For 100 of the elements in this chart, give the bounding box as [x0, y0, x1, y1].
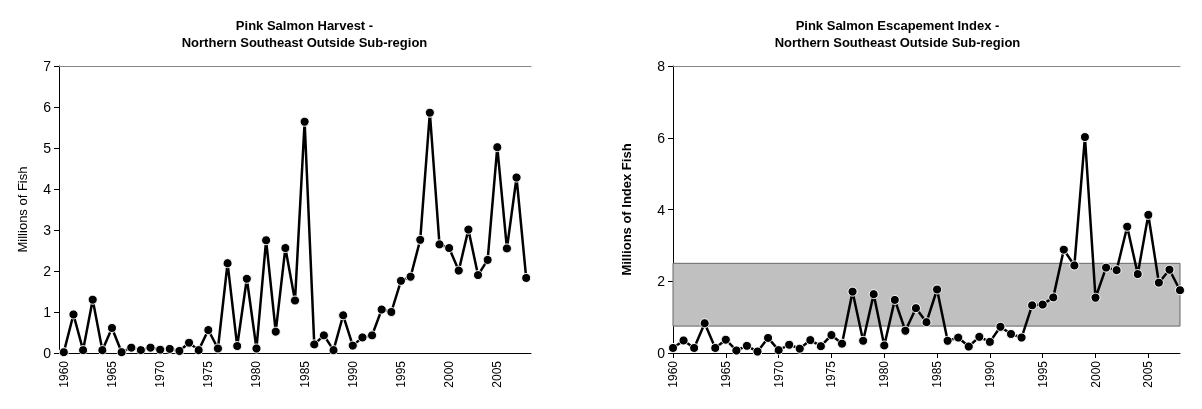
point	[879, 340, 890, 351]
point	[444, 243, 455, 254]
point	[106, 322, 117, 333]
point	[868, 289, 879, 300]
point	[1016, 332, 1027, 343]
y-tick-label: 2	[657, 273, 666, 290]
point	[405, 271, 416, 282]
point	[710, 342, 721, 353]
y-axis-title: Millions of Fish	[15, 166, 30, 253]
point	[78, 345, 89, 356]
point	[367, 330, 378, 341]
point	[900, 325, 911, 336]
x-tick-label: 1995	[393, 360, 408, 388]
point	[424, 107, 435, 118]
x-tick-label: 1990	[345, 360, 360, 388]
point	[1111, 265, 1122, 276]
point	[145, 342, 156, 353]
point	[299, 116, 310, 127]
chart-title: Pink Salmon Escapement Index - Northern Southeast Outside Sub-region	[774, 18, 1021, 50]
x-tick-label: 1985	[297, 360, 312, 388]
point	[415, 234, 426, 245]
y-tick-label: 7	[43, 58, 52, 74]
point	[318, 330, 329, 341]
point	[847, 286, 858, 297]
point	[116, 347, 127, 358]
x-tick-label: 1980	[877, 360, 892, 388]
point	[97, 345, 108, 356]
y-tick-label: 6	[43, 99, 52, 115]
x-tick-label: 2000	[1088, 360, 1103, 388]
point	[720, 334, 731, 345]
point	[68, 309, 79, 320]
x-tick-label: 1975	[201, 360, 216, 388]
point	[328, 345, 339, 356]
point	[347, 340, 358, 351]
point	[222, 258, 233, 269]
point	[1143, 209, 1154, 220]
point	[1037, 299, 1048, 310]
x-tick-label: 1965	[104, 360, 119, 388]
point	[1101, 262, 1112, 273]
point	[963, 341, 974, 352]
point	[1069, 260, 1080, 271]
point	[1153, 277, 1164, 288]
y-tick-label: 2	[43, 263, 52, 279]
point	[689, 342, 700, 353]
point	[752, 346, 763, 357]
point	[87, 294, 98, 305]
point	[184, 337, 195, 348]
point	[668, 342, 678, 353]
point	[395, 275, 406, 286]
point	[889, 294, 900, 305]
x-tick-label: 1970	[771, 360, 786, 388]
point	[135, 345, 146, 356]
point	[290, 295, 300, 306]
point	[482, 254, 493, 265]
point	[837, 338, 847, 349]
x-tick-label: 2005	[490, 360, 505, 388]
point	[193, 345, 204, 356]
point	[155, 344, 166, 355]
point	[126, 342, 137, 353]
point	[203, 325, 214, 336]
point	[1090, 292, 1101, 303]
point	[174, 345, 185, 356]
x-tick-label: 1960	[666, 360, 680, 388]
point	[1079, 132, 1090, 143]
point	[434, 239, 445, 250]
point	[1132, 269, 1143, 280]
point	[974, 331, 985, 342]
point	[1122, 221, 1133, 232]
point	[826, 330, 837, 341]
point	[309, 339, 320, 350]
point	[763, 332, 774, 343]
point	[473, 270, 484, 281]
point	[731, 345, 742, 356]
point	[699, 318, 710, 329]
point	[212, 343, 223, 354]
point	[241, 273, 252, 284]
x-tick-label: 1990	[982, 360, 997, 388]
point	[376, 304, 387, 315]
point	[784, 339, 795, 350]
point	[1048, 292, 1059, 303]
point	[1006, 328, 1016, 339]
y-tick-label: 5	[43, 140, 52, 156]
point	[521, 272, 532, 283]
point	[261, 235, 272, 246]
point	[773, 345, 784, 356]
x-tick-label: 1960	[56, 360, 71, 388]
point	[815, 341, 826, 352]
point	[858, 335, 869, 346]
y-tick-label: 4	[43, 181, 52, 197]
y-axis-title: Millions of Index Fish	[619, 143, 634, 276]
point	[164, 343, 175, 354]
point	[270, 326, 281, 337]
x-tick-label: 1980	[249, 360, 264, 388]
point	[678, 335, 689, 346]
point	[511, 172, 522, 183]
point	[741, 340, 752, 351]
y-tick-label: 0	[657, 345, 666, 361]
y-tick-label: 4	[657, 201, 666, 218]
x-tick-label: 1975	[824, 360, 839, 388]
point	[953, 332, 964, 343]
